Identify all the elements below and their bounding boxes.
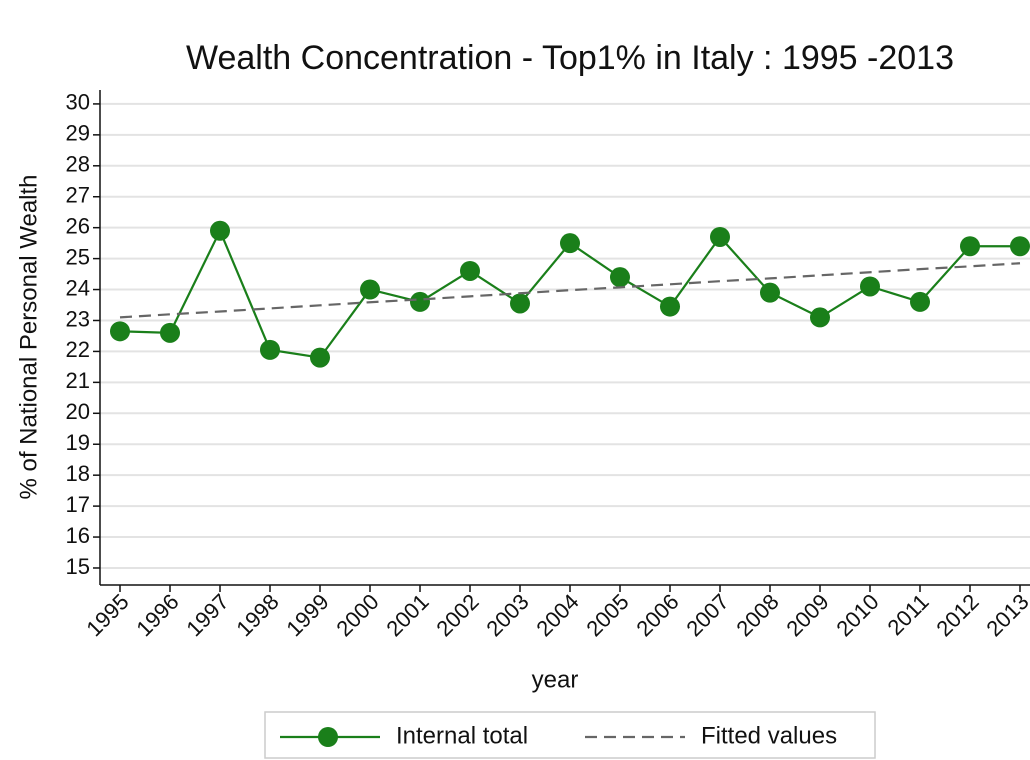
point	[160, 322, 180, 343]
x-tick-label: 2011	[883, 589, 934, 640]
x-tick-label: 1997	[181, 589, 233, 641]
x-axis-label: year	[532, 666, 579, 693]
x-tick-label: 2009	[781, 589, 833, 641]
x-tick-label: 2005	[581, 589, 633, 641]
x-tick-label: 2010	[831, 589, 883, 641]
legend-label: Internal total	[396, 722, 528, 749]
point	[910, 291, 930, 312]
x-tick-label: 2000	[331, 589, 383, 641]
x-tick-label: 1996	[131, 589, 183, 641]
legend-box	[264, 711, 876, 759]
y-tick-label: 15	[66, 554, 90, 579]
point	[660, 296, 680, 317]
point	[510, 293, 530, 314]
y-tick-label: 20	[66, 399, 90, 424]
point	[460, 260, 480, 281]
x-tick-label: 2001	[381, 589, 433, 641]
point	[210, 220, 230, 241]
point	[810, 307, 830, 328]
point	[560, 233, 580, 254]
point	[1010, 236, 1030, 257]
x-tick-label: 1998	[231, 589, 283, 641]
point	[610, 267, 630, 288]
y-tick-label: 19	[66, 430, 90, 455]
y-tick-label: 18	[66, 461, 90, 486]
x-tick-label: 1995	[81, 589, 133, 641]
y-tick-label: 29	[66, 121, 90, 146]
y-tick-label: 27	[66, 183, 90, 208]
x-tick-label: 2006	[631, 589, 683, 641]
y-tick-label: 23	[66, 306, 90, 331]
point	[360, 279, 380, 300]
y-tick-label: 21	[66, 368, 90, 393]
x-tick-label: 2007	[681, 589, 733, 641]
x-tick-label: 2008	[731, 589, 783, 641]
y-tick-label: 26	[66, 213, 90, 238]
point	[110, 321, 130, 342]
point	[710, 226, 730, 247]
y-tick-label: 24	[66, 275, 90, 300]
point	[760, 282, 780, 303]
x-tick-label: 2003	[481, 589, 533, 641]
point	[960, 236, 980, 257]
y-tick-label: 30	[66, 90, 90, 115]
legend-marker	[318, 727, 338, 747]
x-tick-label: 2012	[931, 589, 983, 641]
point	[310, 347, 330, 368]
y-tick-label: 17	[66, 492, 90, 517]
chart-title: Wealth Concentration - Top1% in Italy : …	[186, 39, 954, 77]
x-tick-label: 2004	[531, 589, 583, 641]
point	[860, 276, 880, 297]
y-tick-label: 25	[66, 244, 90, 269]
x-tick-label: 2002	[431, 589, 483, 641]
point	[260, 339, 280, 360]
x-tick-label: 1999	[281, 589, 333, 641]
y-axis-label: % of National Personal Wealth	[15, 174, 42, 499]
legend-label: Fitted values	[701, 722, 837, 749]
y-tick-label: 22	[66, 337, 90, 362]
x-tick-label: 2013	[981, 589, 1030, 641]
series-line	[119, 262, 1021, 319]
y-tick-label: 28	[66, 152, 90, 177]
point	[410, 291, 430, 312]
y-tick-label: 16	[66, 523, 90, 548]
